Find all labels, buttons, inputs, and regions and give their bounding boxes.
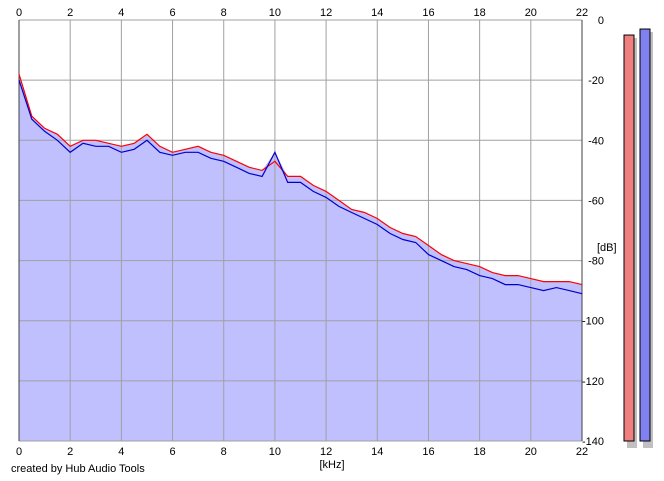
x-tick-label-bottom: 4 <box>118 446 124 458</box>
y-axis-label: [dB] <box>597 242 617 254</box>
credit-text: created by Hub Audio Tools <box>11 463 145 475</box>
y-tick-label: -100 <box>582 316 604 328</box>
x-tick-label-bottom: 22 <box>576 446 588 458</box>
y-tick-label: 0 <box>598 15 604 27</box>
level-meter-2 <box>639 28 651 442</box>
x-tick-labels-top: 0 2 4 6 8 10 12 14 16 18 20 22 <box>16 7 588 19</box>
y-tick-label: -120 <box>582 376 604 388</box>
x-tick-label-bottom: 18 <box>474 446 486 458</box>
x-tick-label-top: 18 <box>474 7 486 19</box>
y-tick-label: -20 <box>588 75 604 87</box>
x-tick-label-top: 8 <box>221 7 227 19</box>
x-tick-label-bottom: 14 <box>371 446 383 458</box>
grid <box>18 19 583 442</box>
x-tick-label-top: 10 <box>269 7 281 19</box>
spectrum-fill-layer <box>19 74 582 441</box>
x-tick-label-top: 14 <box>371 7 383 19</box>
x-tick-label-top: 0 <box>16 7 22 19</box>
x-tick-label-top: 16 <box>422 7 434 19</box>
x-tick-label-bottom: 10 <box>269 446 281 458</box>
x-tick-label-bottom: 12 <box>320 446 332 458</box>
y-tick-label: -60 <box>588 195 604 207</box>
y-tick-label: -40 <box>588 135 604 147</box>
level-meters <box>623 28 653 449</box>
x-tick-label-top: 22 <box>576 7 588 19</box>
spectrum-fill <box>19 74 582 441</box>
x-tick-label-top: 6 <box>169 7 175 19</box>
x-tick-label-top: 12 <box>320 7 332 19</box>
x-axis-label: [kHz] <box>319 459 344 471</box>
y-tick-labels: 0 -20 -40 -60 -80 -100 -120 -140 <box>582 15 604 448</box>
x-tick-label-bottom: 2 <box>67 446 73 458</box>
series-lines <box>18 73 583 295</box>
y-tick-label: -80 <box>588 256 604 268</box>
x-tick-label-top: 20 <box>525 7 537 19</box>
x-tick-label-bottom: 20 <box>525 446 537 458</box>
level-meter-1 <box>623 34 635 442</box>
x-tick-labels-bottom: 0 2 4 6 8 10 12 14 16 18 20 22 <box>16 446 588 458</box>
x-tick-label-top: 2 <box>67 7 73 19</box>
series-line-2 <box>18 79 583 295</box>
x-tick-label-bottom: 16 <box>422 446 434 458</box>
x-tick-label-top: 4 <box>118 7 124 19</box>
x-tick-label-bottom: 8 <box>221 446 227 458</box>
x-tick-label-bottom: 0 <box>16 446 22 458</box>
y-tick-label: -140 <box>582 436 604 448</box>
x-tick-label-bottom: 6 <box>169 446 175 458</box>
series-line-1 <box>18 73 583 286</box>
